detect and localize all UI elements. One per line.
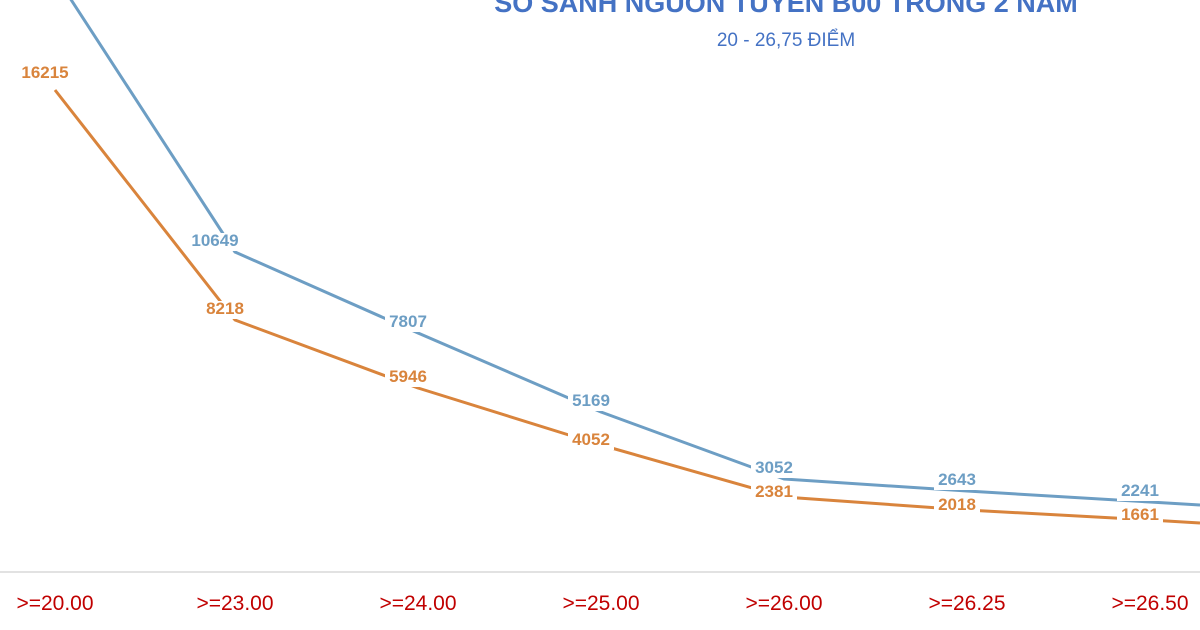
series-2: 16215 8218 5946 4052 2381 2018 1661 [17, 63, 1200, 525]
data-label: 3052 [755, 458, 793, 477]
x-tick-label: >=23.00 [196, 592, 273, 615]
data-label: 4052 [572, 430, 610, 449]
data-label-bg [385, 369, 431, 387]
data-label: 10649 [191, 231, 238, 250]
data-label: 2241 [1121, 481, 1159, 500]
series-layer: 10649 7807 5169 3052 2643 2241 16215 8218 5946 40… [17, 0, 1200, 525]
data-label-bg [202, 301, 248, 319]
data-label-bg [934, 472, 980, 490]
data-label: 16215 [21, 63, 68, 82]
data-label: 2018 [938, 495, 976, 514]
data-label-bg [568, 432, 614, 450]
data-label: 7807 [389, 312, 427, 331]
data-label: 2381 [755, 482, 793, 501]
chart-subtitle: 20 - 26,75 ĐIỂM [717, 29, 855, 51]
chart-title: SO SÁNH NGUỒN TUYỂN B00 TRONG 2 NĂM [494, 0, 1078, 18]
data-label-bg [1117, 507, 1163, 525]
series-1: 10649 7807 5169 3052 2643 2241 [69, 0, 1200, 507]
data-label: 1661 [1121, 505, 1159, 524]
x-tick-label: >=20.00 [16, 592, 93, 615]
x-tick-label: >=26.00 [745, 592, 822, 615]
series-1-line [69, 0, 1200, 507]
data-label-bg [751, 460, 797, 478]
x-tick-label: >=26.25 [928, 592, 1005, 615]
data-label-bg [187, 233, 243, 251]
tick-layer: >=20.00 >=23.00 >=24.00 >=25.00 >=26.00 >=26.… [16, 592, 1188, 615]
data-label-bg [17, 65, 73, 83]
data-label: 5946 [389, 367, 427, 386]
data-label-bg [934, 497, 980, 515]
data-label: 5169 [572, 391, 610, 410]
data-label-bg [751, 484, 797, 502]
data-label: 8218 [206, 299, 244, 318]
x-tick-label: >=26.50 [1111, 592, 1188, 615]
data-label: 2643 [938, 470, 976, 489]
data-label-bg [1117, 483, 1163, 501]
x-tick-label: >=25.00 [562, 592, 639, 615]
data-label-bg [568, 393, 614, 411]
data-label-bg [385, 314, 431, 332]
x-tick-label: >=24.00 [379, 592, 456, 615]
